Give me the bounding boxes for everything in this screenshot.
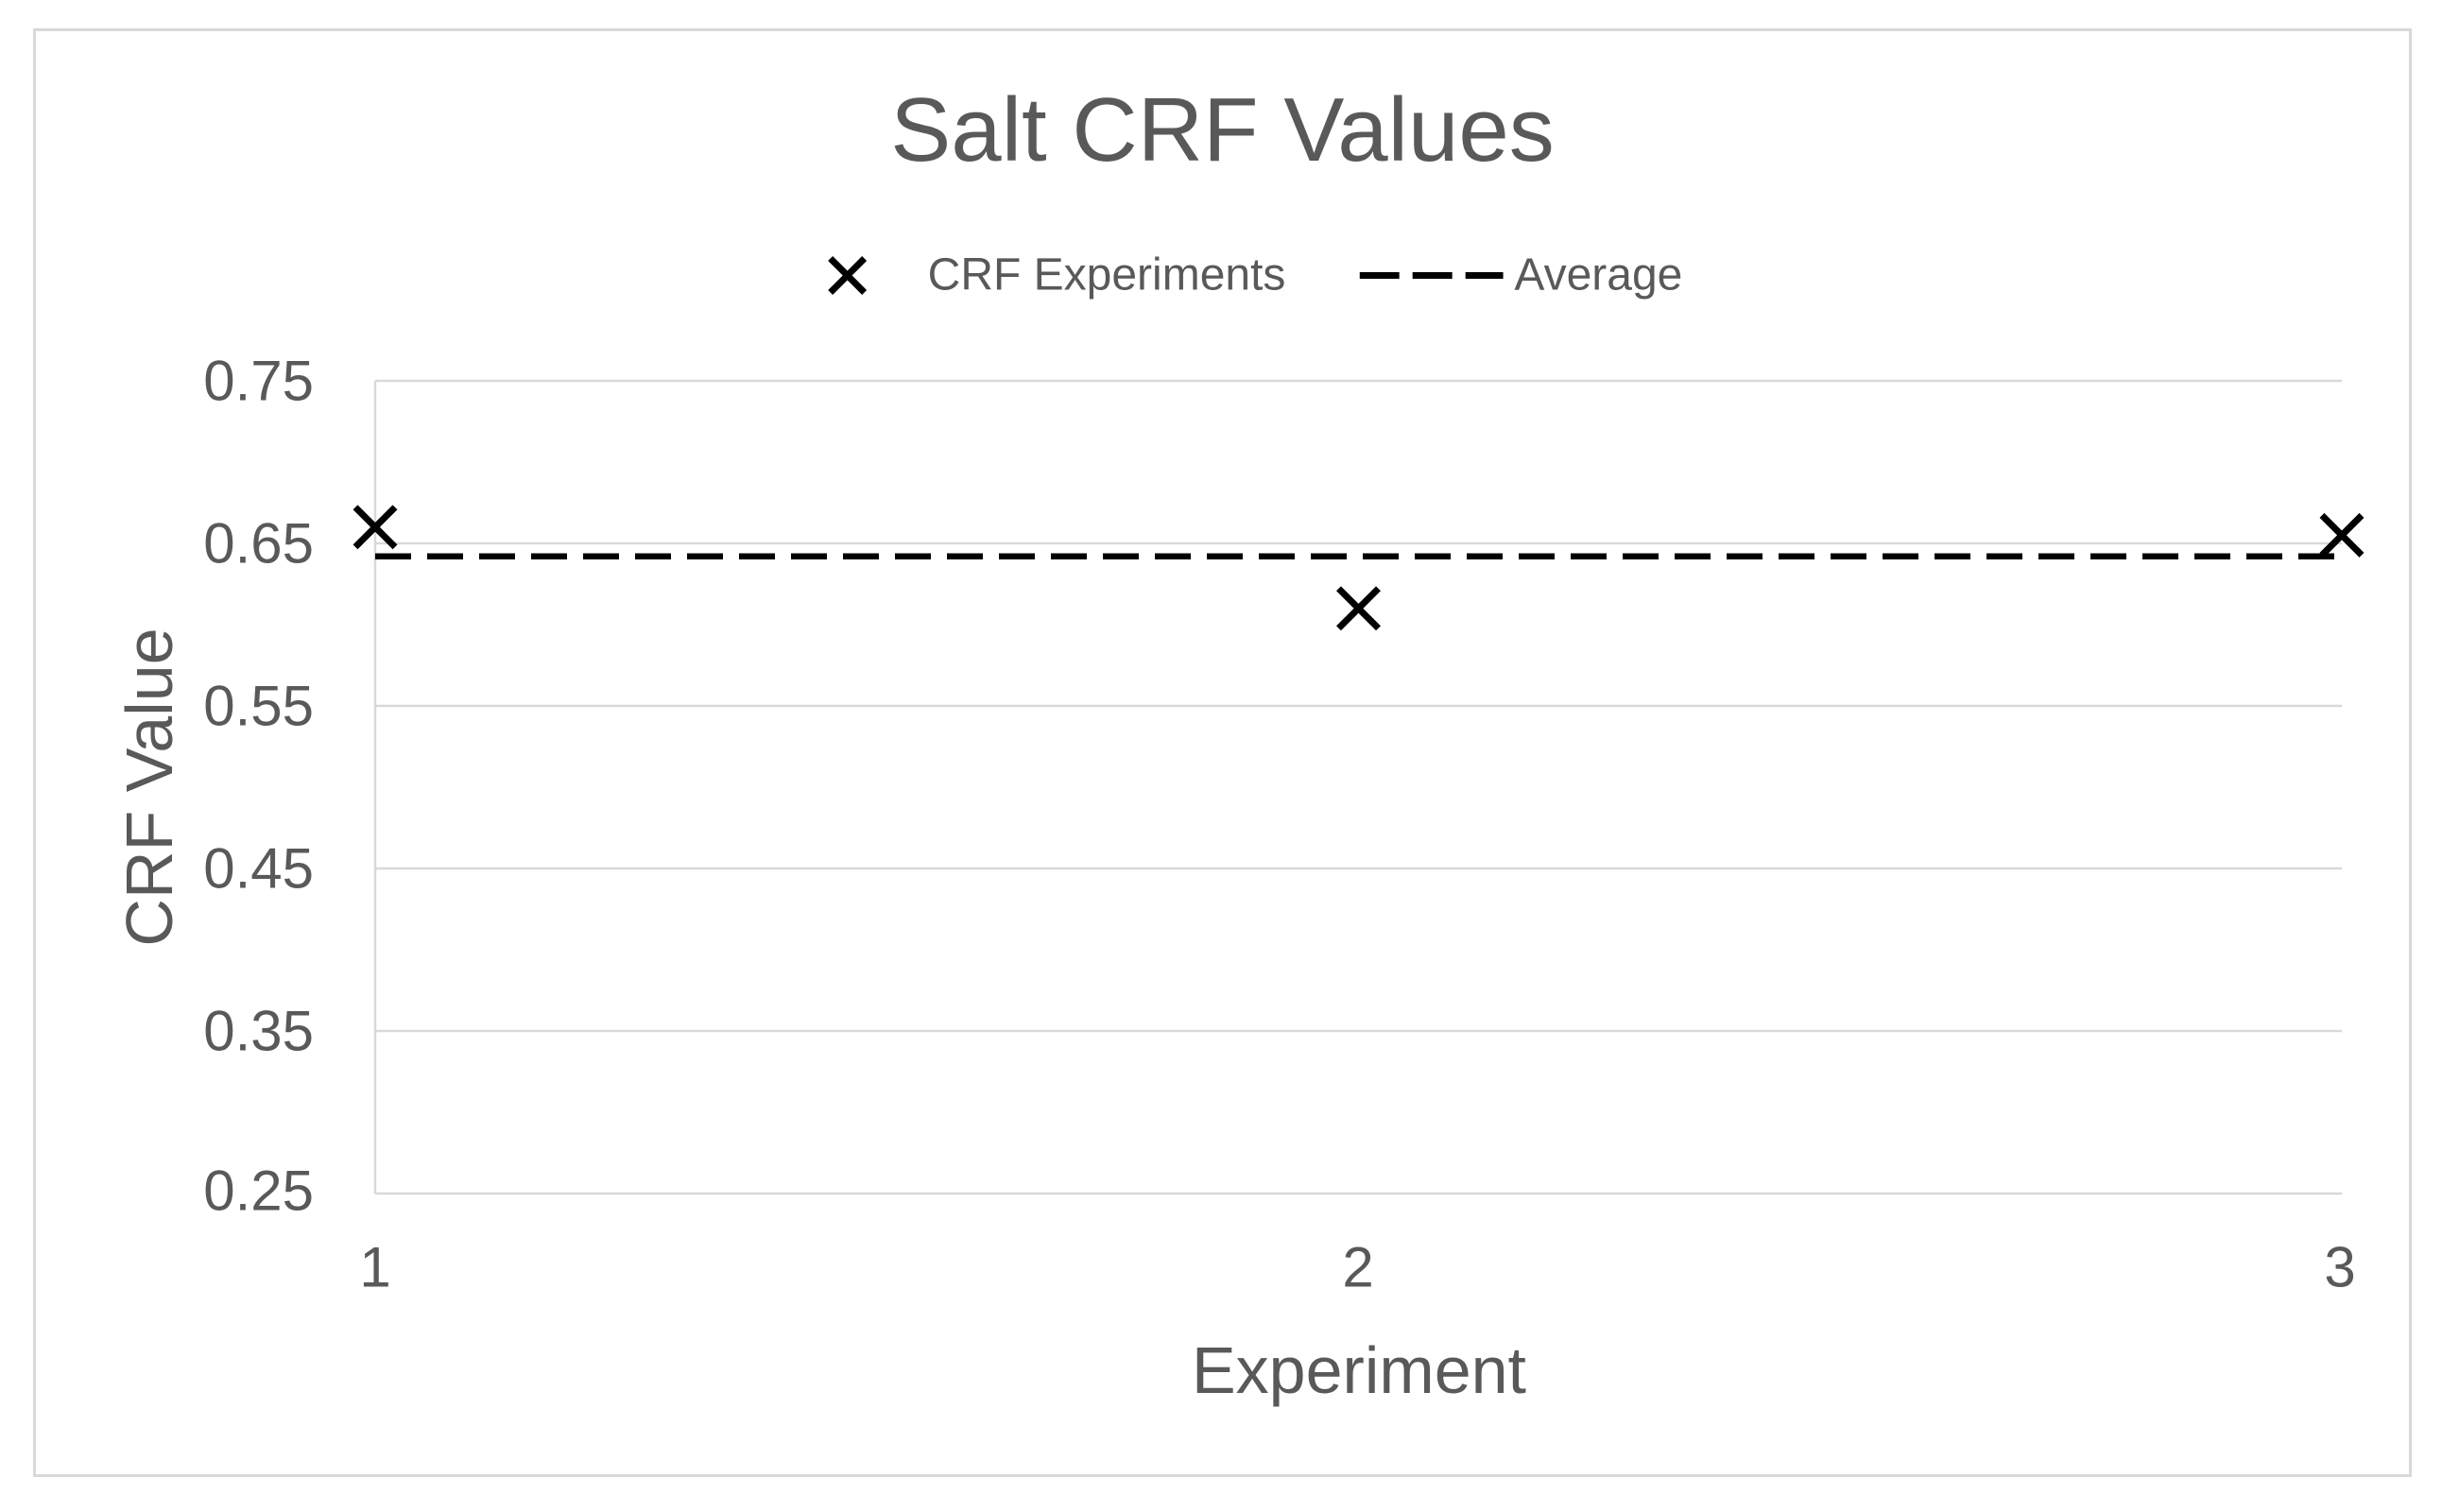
x-axis-title: Experiment <box>1191 1333 1527 1407</box>
legend: CRF Experiments Average <box>826 249 1682 301</box>
data-point-x-marker <box>353 505 398 550</box>
y-axis-title: CRF Value <box>112 627 186 947</box>
y-tick-label: 0.45 <box>203 836 314 901</box>
legend-label-average: Average <box>1514 249 1683 301</box>
x-marker-icon <box>828 255 868 295</box>
data-point-x-marker <box>2319 512 2365 558</box>
legend-item-average: Average <box>1359 249 1682 301</box>
x-tick-label: 2 <box>1342 1235 1374 1299</box>
chart-frame <box>33 28 2412 1477</box>
legend-item-crf-experiments: CRF Experiments <box>826 249 1286 301</box>
data-point-x-marker <box>1336 586 1381 631</box>
y-tick-label: 0.75 <box>203 349 314 413</box>
y-tick-label: 0.55 <box>203 674 314 738</box>
y-tick-label: 0.35 <box>203 999 314 1063</box>
legend-label-crf-experiments: CRF Experiments <box>927 249 1286 301</box>
x-tick-label: 1 <box>359 1235 391 1299</box>
y-tick-label: 0.65 <box>203 511 314 576</box>
chart-title: Salt CRF Values <box>890 79 1555 180</box>
x-tick-label: 3 <box>2324 1235 2356 1299</box>
dashed-line-icon <box>1359 271 1504 279</box>
y-tick-label: 0.25 <box>203 1159 314 1223</box>
